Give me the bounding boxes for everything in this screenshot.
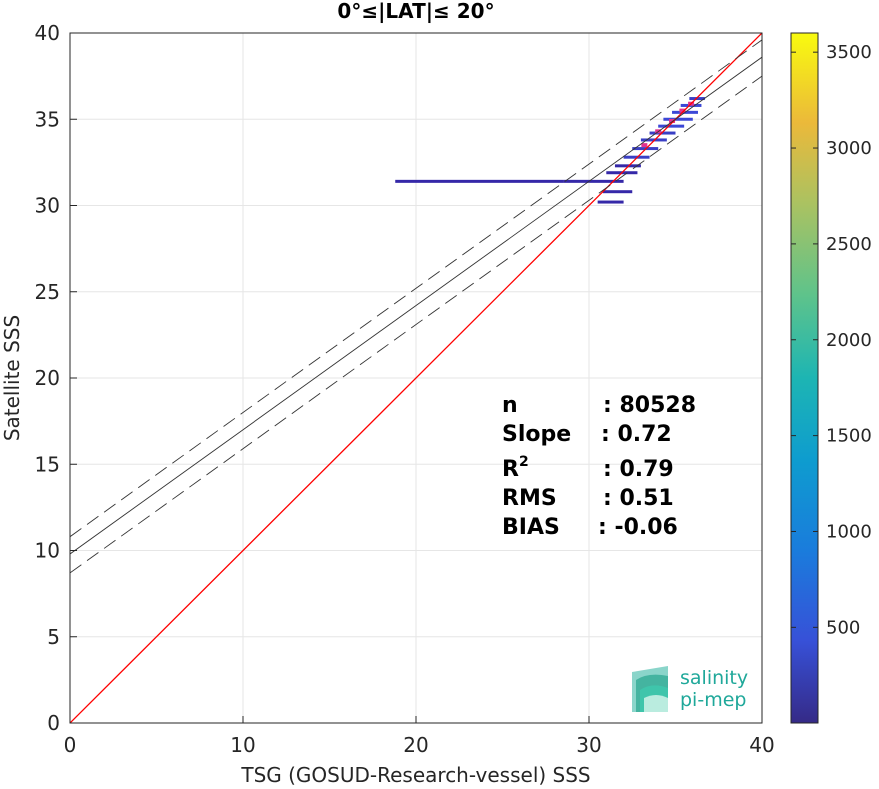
chart-title: 0°≤|LAT|≤ 20° xyxy=(337,0,494,23)
density-band-1 xyxy=(563,179,624,183)
stat-r2-label: R2 xyxy=(502,454,529,482)
density-band-0 xyxy=(395,179,564,183)
salinity-pi-mep-logo: salinity pi-mep xyxy=(632,666,748,712)
stat-bias-label: BIAS xyxy=(502,515,560,540)
density-peak-2 xyxy=(669,118,676,123)
y-tick-label-4: 20 xyxy=(35,366,60,390)
x-tick-label-3: 30 xyxy=(576,733,601,757)
stats-box: n : 80528 Slope : 0.72 R2 : 0.79 RMS : 0… xyxy=(502,393,696,540)
colorbar xyxy=(790,32,819,724)
x-axis-label: TSG (GOSUD-Research-vessel) SSS xyxy=(240,763,590,787)
line-regression-upper xyxy=(70,39,762,538)
stat-r2-base: R xyxy=(502,457,519,482)
x-tick-label-2: 20 xyxy=(403,733,428,757)
stat-rms-value: : 0.51 xyxy=(603,486,674,511)
density-band-11 xyxy=(663,117,693,121)
y-tick-label-5: 25 xyxy=(35,280,60,304)
colorbar-tick-label-0: 500 xyxy=(826,617,860,638)
colorbar-tick-label-2: 1500 xyxy=(826,426,872,447)
density-band-2 xyxy=(597,200,624,204)
stat-r2-value: : 0.79 xyxy=(603,457,674,482)
density-peak-0 xyxy=(641,143,648,148)
y-tick-label-7: 35 xyxy=(35,107,60,131)
density-peak-3 xyxy=(679,108,686,113)
line-one-to-one xyxy=(70,33,762,723)
y-axis-ticks: 0 5 10 15 20 25 30 35 40 xyxy=(35,21,77,735)
y-tick-label-3: 15 xyxy=(35,452,60,476)
stat-n-label: n xyxy=(502,393,518,418)
y-tick-label-8: 40 xyxy=(35,21,60,45)
y-tick-label-0: 0 xyxy=(47,711,60,735)
y-tick-label-6: 30 xyxy=(35,194,60,218)
logo-line-2: pi-mep xyxy=(680,689,746,711)
colorbar-tick-label-5: 3000 xyxy=(826,138,872,159)
logo-line-1: salinity xyxy=(680,667,748,689)
stat-bias-value: : -0.06 xyxy=(598,515,678,540)
stat-slope-label: Slope xyxy=(502,422,571,447)
x-tick-label-0: 0 xyxy=(64,733,77,757)
line-regression xyxy=(70,56,762,555)
density-band-3 xyxy=(602,190,633,194)
y-axis-label: Satellite SSS xyxy=(0,315,24,441)
colorbar-ticks: 500 1000 1500 2000 2500 3000 3500 xyxy=(791,42,872,638)
x-axis-ticks: 0 10 20 30 40 xyxy=(64,716,775,757)
line-regression-lower xyxy=(70,75,762,574)
reference-lines xyxy=(70,33,762,723)
stat-rms-label: RMS xyxy=(502,486,557,511)
stat-slope-value: : 0.72 xyxy=(601,422,672,447)
y-tick-label-2: 10 xyxy=(35,539,60,563)
colorbar-tick-label-4: 2500 xyxy=(826,234,872,255)
density-band-10 xyxy=(658,124,685,128)
colorbar-tick-label-6: 3500 xyxy=(826,42,872,63)
x-tick-label-1: 10 xyxy=(230,733,255,757)
x-tick-label-4: 40 xyxy=(749,733,774,757)
colorbar-tick-label-3: 2000 xyxy=(826,330,872,351)
colorbar-tick-label-1: 1000 xyxy=(826,521,872,542)
stat-r2-superscript: 2 xyxy=(519,454,529,470)
stat-n-value: : 80528 xyxy=(603,393,696,418)
y-tick-label-1: 5 xyxy=(47,625,60,649)
